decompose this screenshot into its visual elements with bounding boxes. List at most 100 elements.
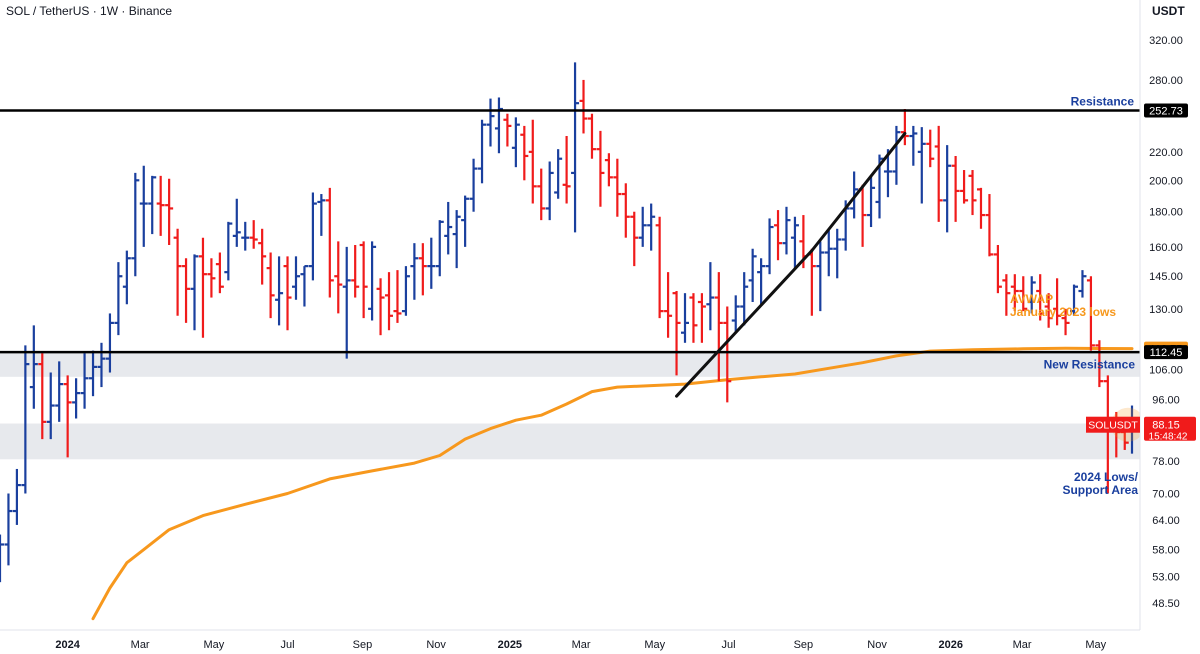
ohlc-bar[interactable] <box>29 325 38 409</box>
ohlc-bar[interactable] <box>0 534 4 583</box>
ohlc-bar[interactable] <box>714 272 723 382</box>
ohlc-bar[interactable] <box>596 130 605 207</box>
ohlc-bar[interactable] <box>1010 274 1019 312</box>
ohlc-bar[interactable] <box>503 113 512 147</box>
ohlc-bar[interactable] <box>55 361 64 422</box>
symbol-title[interactable]: SOL / TetherUS · 1W · Binance <box>6 4 173 18</box>
ohlc-bar[interactable] <box>680 293 689 343</box>
ohlc-bar[interactable] <box>621 183 630 238</box>
ohlc-bar[interactable] <box>486 98 495 147</box>
ohlc-bar[interactable] <box>114 262 123 336</box>
ohlc-bar[interactable] <box>900 108 909 146</box>
ohlc-bar[interactable] <box>461 195 470 247</box>
ohlc-bar[interactable] <box>105 313 114 373</box>
breakdown-trendline-2[interactable] <box>810 131 907 253</box>
ohlc-bar[interactable] <box>275 256 284 326</box>
current-symbol-tag[interactable]: SOLUSDT <box>1088 420 1138 432</box>
ohlc-bar[interactable] <box>325 187 334 298</box>
ohlc-bar[interactable] <box>249 220 258 249</box>
ohlc-bar[interactable] <box>723 306 732 403</box>
ohlc-bar[interactable] <box>655 216 664 319</box>
ohlc-bar[interactable] <box>1095 340 1104 388</box>
ohlc-bar[interactable] <box>985 194 994 257</box>
ohlc-bar[interactable] <box>452 210 461 269</box>
avwap-line[interactable] <box>91 346 1134 621</box>
ohlc-bar[interactable] <box>926 129 935 168</box>
ohlc-bar[interactable] <box>190 254 199 331</box>
ohlc-bar[interactable] <box>689 293 698 343</box>
ohlc-bar[interactable] <box>1078 270 1087 298</box>
ohlc-bar[interactable] <box>782 206 791 255</box>
ohlc-bar[interactable] <box>824 230 833 277</box>
ohlc-bar[interactable] <box>867 175 876 228</box>
ohlc-bar[interactable] <box>478 119 487 184</box>
ohlc-bar[interactable] <box>342 246 351 359</box>
ohlc-bar[interactable] <box>579 79 588 134</box>
ohlc-bar[interactable] <box>562 136 571 204</box>
ohlc-bar[interactable] <box>266 252 275 319</box>
ohlc-bar[interactable] <box>537 168 546 221</box>
ohlc-bar[interactable] <box>706 262 715 331</box>
ohlc-bar[interactable] <box>951 155 960 222</box>
ohlc-bar[interactable] <box>215 252 224 294</box>
ohlc-bar[interactable] <box>731 295 740 333</box>
ohlc-bar[interactable] <box>469 158 478 212</box>
ohlc-bar[interactable] <box>198 237 207 338</box>
ohlc-bar[interactable] <box>12 468 21 525</box>
ohlc-bar[interactable] <box>139 165 148 247</box>
ohlc-bar[interactable] <box>156 175 165 236</box>
ohlc-bar[interactable] <box>182 258 191 323</box>
ohlc-bar[interactable] <box>1070 284 1079 316</box>
ohlc-bar[interactable] <box>38 353 47 440</box>
ohlc-bar[interactable] <box>672 290 681 376</box>
ohlc-bar[interactable] <box>72 378 81 419</box>
ohlc-bar[interactable] <box>232 198 241 247</box>
ohlc-bar[interactable] <box>207 258 216 298</box>
ohlc-bar[interactable] <box>410 243 419 300</box>
ohlc-bar[interactable] <box>638 206 647 247</box>
ohlc-bar[interactable] <box>401 266 410 316</box>
ohlc-bar[interactable] <box>21 345 30 494</box>
ohlc-bar[interactable] <box>528 119 537 204</box>
ohlc-bar[interactable] <box>283 256 292 331</box>
ohlc-bar[interactable] <box>258 228 267 285</box>
ohlc-bar[interactable] <box>224 221 233 281</box>
ohlc-bar[interactable] <box>89 350 98 397</box>
ohlc-bar[interactable] <box>892 125 901 185</box>
ohlc-bar[interactable] <box>317 194 326 236</box>
ohlc-bar[interactable] <box>418 243 427 296</box>
ohlc-bar[interactable] <box>740 272 749 326</box>
ohlc-bar[interactable] <box>697 293 706 343</box>
ohlc-bar[interactable] <box>241 221 250 251</box>
ohlc-bar[interactable] <box>647 203 656 251</box>
ohlc-bar[interactable] <box>173 228 182 316</box>
ohlc-bar[interactable] <box>427 237 436 289</box>
ohlc-bar[interactable] <box>790 216 799 269</box>
ohlc-bar[interactable] <box>571 62 580 233</box>
ohlc-bar[interactable] <box>748 248 757 303</box>
ohlc-bar[interactable] <box>291 256 300 300</box>
ohlc-bar[interactable] <box>80 353 89 409</box>
ohlc-bar[interactable] <box>943 145 952 233</box>
ohlc-bar[interactable] <box>520 125 529 181</box>
ohlc-bar[interactable] <box>960 170 969 204</box>
ohlc-bar[interactable] <box>613 158 622 217</box>
ohlc-bar[interactable] <box>359 241 368 319</box>
ohlc-bar[interactable] <box>1053 278 1062 326</box>
ohlc-bar[interactable] <box>511 117 520 168</box>
ohlc-bar[interactable] <box>1019 276 1028 312</box>
ohlc-bar[interactable] <box>765 218 774 275</box>
ohlc-bar[interactable] <box>630 211 639 267</box>
ohlc-bar[interactable] <box>97 342 106 388</box>
ohlc-bar[interactable] <box>148 175 157 235</box>
ohlc-bar[interactable] <box>122 250 131 305</box>
time-axis[interactable] <box>0 631 1140 654</box>
ohlc-bar[interactable] <box>1027 276 1036 314</box>
ohlc-bar[interactable] <box>664 272 673 338</box>
ohlc-bar[interactable] <box>435 220 444 277</box>
ohlc-bar[interactable] <box>1002 274 1011 316</box>
ohlc-bar[interactable] <box>976 187 985 229</box>
ohlc-bar[interactable] <box>858 184 867 247</box>
breakdown-trendline-1[interactable] <box>675 249 814 398</box>
